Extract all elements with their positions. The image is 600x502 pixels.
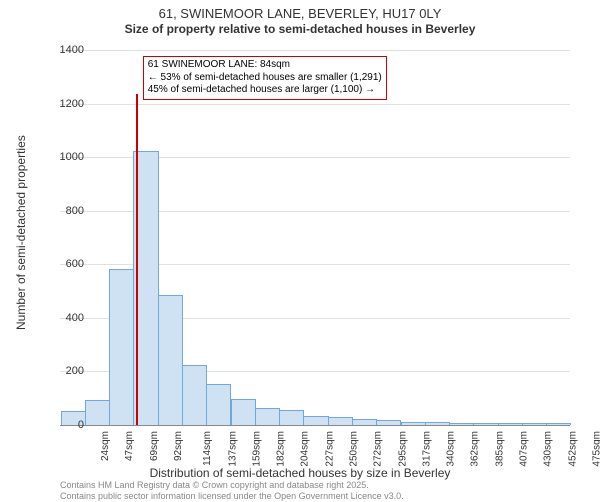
x-tick-label: 114sqm [202, 431, 213, 466]
x-tick-label: 475sqm [591, 431, 600, 467]
histogram-bar [206, 384, 231, 425]
property-marker-line [136, 94, 138, 425]
y-tick-label: 200 [66, 365, 84, 377]
annotation-box: 61 SWINEMOOR LANE: 84sqm← 53% of semi-de… [143, 56, 387, 100]
plot-area: 61 SWINEMOOR LANE: 84sqm← 53% of semi-de… [60, 50, 570, 425]
x-tick-label: 137sqm [227, 431, 238, 467]
x-tick-label: 47sqm [124, 431, 135, 461]
x-tick-label: 407sqm [519, 431, 530, 467]
x-tick-label: 340sqm [446, 431, 457, 467]
histogram-bar [85, 400, 110, 425]
y-tick-label: 1200 [60, 98, 84, 110]
histogram-bar [546, 423, 571, 425]
histogram-bar [231, 399, 256, 425]
x-tick-label: 430sqm [543, 431, 554, 467]
histogram-bar [522, 423, 547, 425]
y-tick-label: 1400 [60, 44, 84, 56]
x-tick-label: 182sqm [276, 431, 287, 467]
histogram-bar [303, 416, 328, 425]
histogram-bar [158, 295, 183, 425]
x-tick-label: 295sqm [397, 431, 408, 467]
x-tick-label: 250sqm [349, 431, 360, 467]
histogram-bar [255, 408, 280, 425]
histogram-bar [352, 419, 377, 425]
footer-text: Contains HM Land Registry data © Crown c… [60, 480, 404, 502]
x-tick-label: 452sqm [567, 431, 578, 467]
y-axis-label: Number of semi-detached properties [14, 135, 28, 330]
histogram-bar [109, 269, 134, 425]
histogram-bar [473, 423, 498, 425]
x-tick-label: 204sqm [300, 431, 311, 467]
histogram-bar [279, 410, 304, 425]
grid-line [60, 50, 570, 51]
x-axis-baseline [60, 425, 570, 426]
annotation-line: 61 SWINEMOOR LANE: 84sqm [148, 59, 382, 72]
x-axis-label: Distribution of semi-detached houses by … [0, 466, 600, 480]
histogram-bar [425, 422, 450, 425]
histogram-bar [449, 423, 474, 425]
histogram-bar [376, 420, 401, 425]
y-tick-label: 0 [78, 419, 84, 431]
y-tick-label: 1000 [60, 151, 84, 163]
x-tick-label: 69sqm [149, 431, 160, 461]
x-tick-label: 272sqm [373, 431, 384, 467]
x-tick-label: 92sqm [173, 431, 184, 461]
annotation-line: ← 53% of semi-detached houses are smalle… [148, 72, 382, 85]
x-tick-label: 227sqm [324, 431, 335, 467]
histogram-bar [401, 422, 426, 425]
x-tick-label: 159sqm [251, 431, 262, 467]
histogram-bar [182, 365, 207, 425]
x-tick-label: 24sqm [100, 431, 111, 461]
y-tick-label: 600 [66, 258, 84, 270]
footer-line-1: Contains HM Land Registry data © Crown c… [60, 480, 404, 491]
y-tick-label: 800 [66, 205, 84, 217]
x-tick-label: 317sqm [421, 431, 432, 467]
x-tick-label: 385sqm [494, 431, 505, 467]
y-tick-label: 400 [66, 312, 84, 324]
histogram-bar [328, 417, 353, 425]
chart-subtitle: Size of property relative to semi-detach… [0, 22, 600, 36]
chart-title: 61, SWINEMOOR LANE, BEVERLEY, HU17 0LY [0, 6, 600, 21]
histogram-bar [498, 423, 523, 425]
annotation-line: 45% of semi-detached houses are larger (… [148, 84, 382, 97]
x-tick-label: 362sqm [470, 431, 481, 467]
